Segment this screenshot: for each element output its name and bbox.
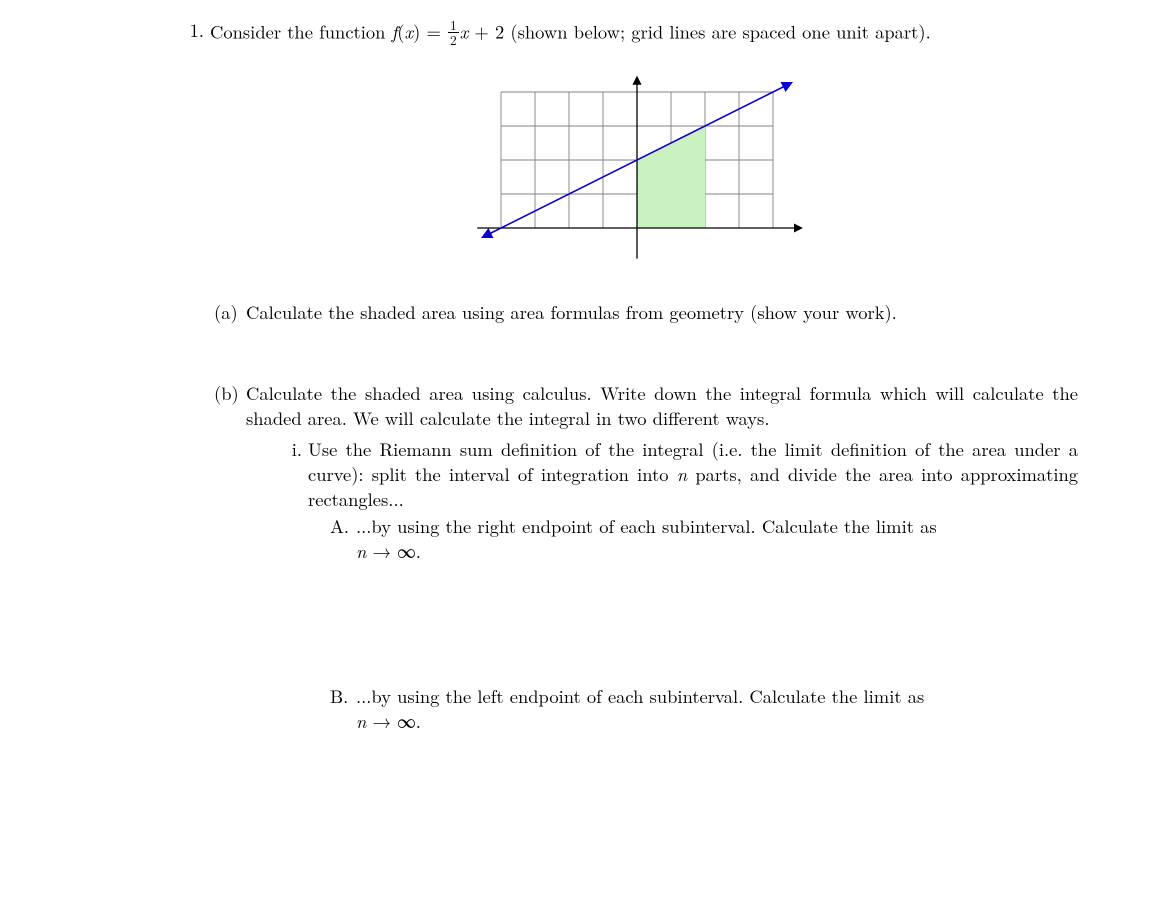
part-b-i-B-body: ...by using the left endpoint of each su… [356,684,1078,734]
part-b-i-B: B. ...by using the left endpoint of each… [330,684,1078,734]
equals: = [420,19,447,45]
question-prompt: Consider the function f(x) = 12x + 2 (sh… [210,18,1078,46]
rhs-x: x [460,19,469,45]
limit-arrow-A: → ∞. [366,538,420,564]
question-number: 1. [176,18,210,43]
part-b-i-A-label: A. [330,514,356,539]
part-b-i-label: i. [278,437,308,462]
part-b: (b) Calculate the shaded area using calc… [214,381,1078,734]
part-b-i-B-text: ...by using the left endpoint of each su… [356,683,924,709]
page: 1. Consider the function f(x) = 12x + 2 … [0,0,1170,899]
part-b-i-A-text: ...by using the right endpoint of each s… [356,513,937,539]
limit-arrow-B: → ∞. [366,708,420,734]
func-f: f [392,19,398,45]
part-b-text: Calculate the shaded area using calculus… [246,380,1078,431]
part-b-i-B-label: B. [330,684,356,709]
fraction-half: 12 [448,18,459,46]
part-a-label: (a) [214,300,246,325]
frac-den: 2 [448,33,459,47]
prompt-prefix: Consider the function [210,19,392,45]
part-b-body: Calculate the shaded area using calculus… [246,381,1078,734]
part-b-i-n: n [677,461,687,487]
part-a: (a) Calculate the shaded area using area… [214,300,1078,325]
part-b-i-body: Use the Riemann sum definition of the in… [308,437,1078,734]
rhs-tail: + 2 (shown below; grid lines are spaced … [468,19,930,45]
limit-n-A: n [356,538,366,564]
function-chart [442,68,812,276]
func-arg-x: x [404,19,413,45]
question-1: 1. Consider the function f(x) = 12x + 2 … [176,18,1078,46]
part-b-i: i. Use the Riemann sum definition of the… [278,437,1078,734]
chart-container [176,68,1078,276]
part-b-i-A: A. ...by using the right endpoint of eac… [330,514,1078,564]
part-b-i-A-body: ...by using the right endpoint of each s… [356,514,1078,564]
part-a-text: Calculate the shaded area using area for… [246,300,1078,325]
part-b-label: (b) [214,381,246,406]
limit-n-B: n [356,708,366,734]
